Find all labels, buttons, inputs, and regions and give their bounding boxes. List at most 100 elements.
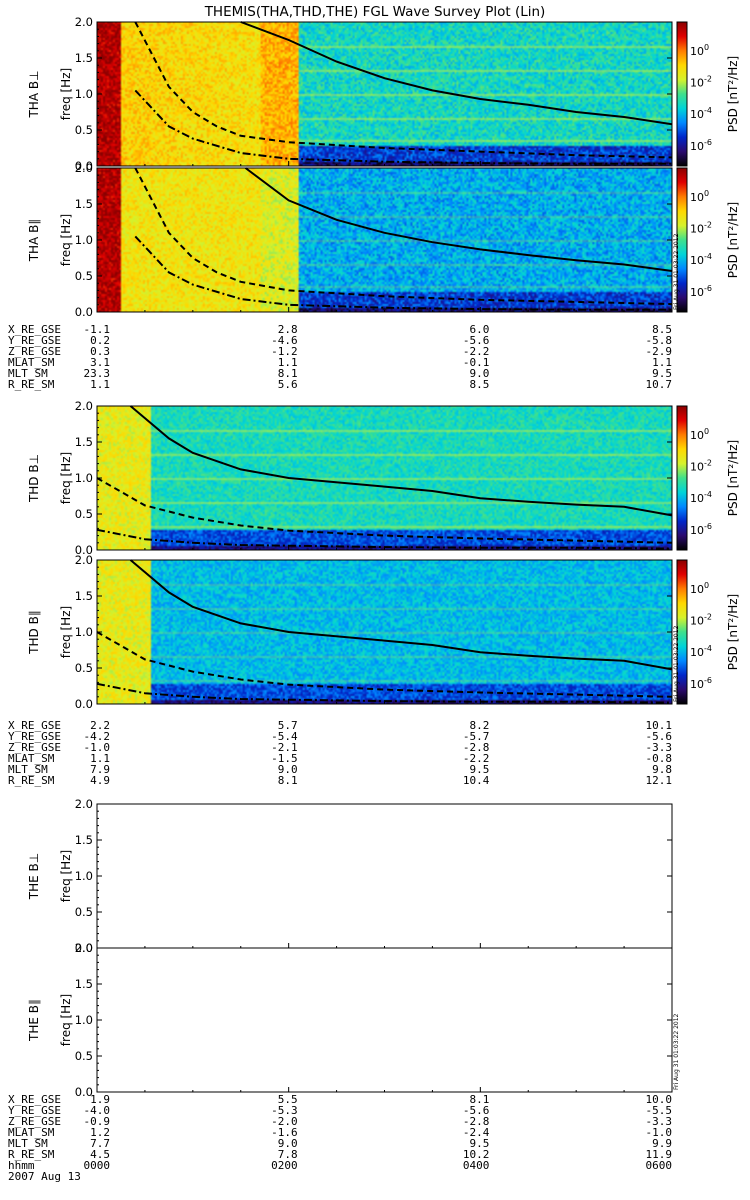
y-tick-label: 0.5 — [75, 661, 93, 675]
ephemeris-value: 8.1 — [278, 774, 298, 787]
colorbar-tick-label: 10-4 — [690, 490, 712, 505]
ephemeris-value: -5.6 — [463, 334, 490, 347]
y-tick-label: 1.0 — [75, 869, 93, 883]
colorbar-tick-label: 10-2 — [690, 220, 712, 235]
panel-frame — [96, 947, 673, 1093]
y-tick-label: 1.5 — [75, 589, 93, 603]
ephemeris-value: 1.1 — [652, 356, 672, 369]
y-tick-label: 0.0 — [75, 543, 93, 557]
ephemeris-value: -5.6 — [463, 1104, 490, 1117]
ephemeris-value: -2.1 — [271, 741, 298, 754]
ephemeris-value: -5.5 — [646, 1104, 673, 1117]
ephemeris-value: 1.1 — [90, 378, 110, 391]
time-tick-label: 0400 — [463, 1159, 490, 1172]
ephemeris-row-label: MLT_SM — [8, 367, 48, 380]
timestamp-stamp: Fri Aug 31 01:03:22 2012 — [673, 1013, 680, 1090]
y-tick-label: 2.0 — [75, 15, 93, 29]
y-tick-label: 1.0 — [75, 625, 93, 639]
ephemeris-value: 9.8 — [652, 763, 672, 776]
ephemeris-value: 8.5 — [652, 323, 672, 336]
ephemeris-value: 11.9 — [646, 1148, 673, 1161]
panel-thd-perp: 0.0 0.5 1.0 1.5 2.0 freq [Hz] THD B⊥ 100 10-2 10-… — [27, 399, 740, 557]
ephemeris-value: -4.2 — [84, 730, 111, 743]
ephemeris-value: -1.1 — [84, 323, 111, 336]
y-tick-label: 2.0 — [75, 161, 93, 175]
panel-tha-perp: 0.0 0.5 1.0 1.5 2.0 freq [Hz] THA B⊥ 100 10-2 10-… — [27, 15, 740, 173]
y-axis-unit-label: freq [Hz] — [59, 994, 73, 1046]
y-tick-label: 0.0 — [75, 1085, 93, 1099]
colorbar-tick-label: 10-6 — [690, 138, 712, 153]
curve-solid — [240, 21, 673, 126]
time-axis-labels: hhmm 0000 0200 0400 0600 2007 Aug 13 — [8, 1159, 672, 1183]
ephemeris-the: X_RE_GSE 1.9 5.5 8.1 10.0 Y_RE_GSE -4.0 -5.3 -5.… — [8, 1093, 672, 1161]
spectrogram-image — [97, 22, 672, 166]
ephemeris-thd: X_RE_GSE 2.2 5.7 8.2 10.1 Y_RE_GSE -4.2 -5.4 -5.… — [8, 719, 672, 787]
ephemeris-value: -1.2 — [271, 345, 298, 358]
time-axis-label: hhmm — [8, 1159, 35, 1172]
ephemeris-value: 9.9 — [652, 1137, 672, 1150]
ephemeris-value: -2.8 — [463, 741, 490, 754]
colorbar-tick-label: 10-4 — [690, 252, 712, 267]
y-axis-unit-label: freq [Hz] — [59, 68, 73, 120]
spectrogram-image — [97, 406, 672, 550]
colorbar-gradient — [676, 559, 688, 705]
ephemeris-value: -5.4 — [271, 730, 298, 743]
ephemeris-value: 7.8 — [278, 1148, 298, 1161]
ephemeris-tables: X_RE_GSE -1.1 2.8 6.0 8.5 Y_RE_GSE 0.2 -4.6 -5.6… — [8, 323, 672, 1161]
ephemeris-row-label: Z_RE_GSE — [8, 741, 61, 754]
ephemeris-row-label: Y_RE_GSE — [8, 334, 61, 347]
ephemeris-value: -3.3 — [646, 741, 673, 754]
y-tick-label: 0.5 — [75, 507, 93, 521]
curve-solid — [129, 559, 673, 671]
colorbar-tick-label: 100 — [690, 581, 709, 596]
colorbar-tick-label: 100 — [690, 43, 709, 58]
ephemeris-row-label: Y_RE_GSE — [8, 730, 61, 743]
ephemeris-row-label: R_RE_SM — [8, 378, 55, 391]
ephemeris-value: 10.2 — [463, 1148, 490, 1161]
y-tick-label: 0.0 — [75, 305, 93, 319]
ephemeris-value: -1.5 — [271, 752, 298, 765]
y-axis-probe-label: THE B⊥ — [27, 853, 41, 900]
spectrogram-image — [97, 560, 672, 704]
colorbar-label: PSD [nT²/Hz] — [726, 594, 740, 670]
ephemeris-value: 9.5 — [652, 367, 672, 380]
ephemeris-value: -5.8 — [646, 334, 673, 347]
ephemeris-value: -5.3 — [271, 1104, 298, 1117]
ephemeris-value: -4.6 — [271, 334, 298, 347]
ephemeris-value: 9.0 — [469, 367, 489, 380]
ephemeris-value: 7.7 — [90, 1137, 110, 1150]
ephemeris-row-label: R_RE_SM — [8, 774, 55, 787]
ephemeris-row-label: R_RE_SM — [8, 1148, 55, 1161]
ephemeris-value: 23.3 — [84, 367, 111, 380]
y-tick-label: 2.0 — [75, 941, 93, 955]
panel-the-perp: 0.0 0.5 1.0 1.5 2.0 freq [Hz] THE B⊥ — [27, 797, 673, 955]
panel-thd-par: 0.0 0.5 1.0 1.5 2.0 freq [Hz] THD B∥ 100 10-2 10-… — [27, 553, 740, 711]
ephemeris-value: 3.1 — [90, 356, 110, 369]
colorbar: 100 10-2 10-4 10-6 PSD [nT²/Hz] — [676, 559, 740, 705]
ephemeris-value: 9.0 — [278, 763, 298, 776]
ephemeris-value: 10.7 — [646, 378, 673, 391]
curve-dashed — [96, 631, 673, 698]
ephemeris-value: -1.0 — [84, 741, 111, 754]
ephemeris-value: -2.2 — [463, 345, 490, 358]
y-tick-label: 2.0 — [75, 553, 93, 567]
colorbar-tick-label: 10-2 — [690, 458, 712, 473]
colorbar-tick-label: 10-4 — [690, 644, 712, 659]
curve-dashed — [134, 21, 673, 159]
ephemeris-value: 9.5 — [469, 763, 489, 776]
figure-title: THEMIS(THA,THD,THE) FGL Wave Survey Plot… — [204, 4, 546, 20]
ephemeris-value: 8.1 — [278, 367, 298, 380]
ephemeris-value: -5.7 — [463, 730, 490, 743]
ephemeris-value: -2.0 — [271, 1115, 298, 1128]
date-label: 2007 Aug 13 — [8, 1170, 81, 1183]
ephemeris-value: 10.0 — [646, 1093, 673, 1106]
ephemeris-value: -5.6 — [646, 730, 673, 743]
time-tick-label: 0200 — [271, 1159, 298, 1172]
y-tick-label: 0.0 — [75, 697, 93, 711]
colorbar-tick-label: 100 — [690, 427, 709, 442]
ephemeris-value: 1.9 — [90, 1093, 110, 1106]
ephemeris-row-label: Y_RE_GSE — [8, 1104, 61, 1117]
spectrogram-image — [97, 168, 672, 312]
ephemeris-value: 8.5 — [469, 378, 489, 391]
